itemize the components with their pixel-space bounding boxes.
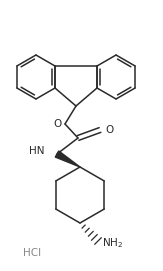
- Polygon shape: [55, 151, 80, 167]
- Text: NH$_2$: NH$_2$: [102, 236, 123, 250]
- Text: HCl: HCl: [23, 248, 41, 258]
- Text: HN: HN: [30, 146, 45, 156]
- Text: O: O: [54, 119, 62, 129]
- Text: O: O: [105, 125, 113, 135]
